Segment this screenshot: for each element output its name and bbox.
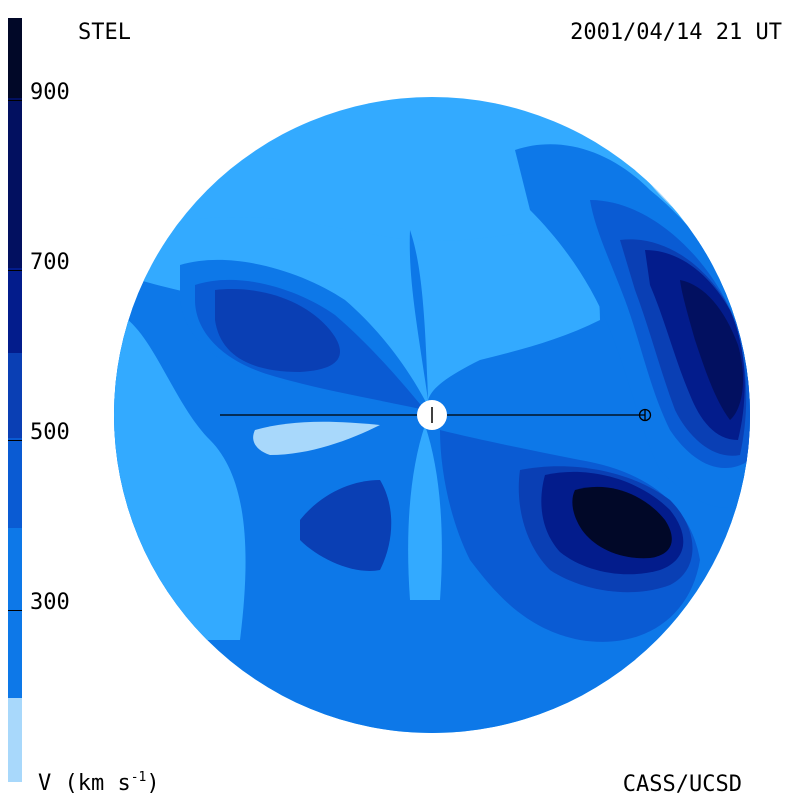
sun-icon (417, 400, 447, 430)
contour-lower-right-peak (572, 486, 672, 559)
velocity-colorbar (8, 18, 22, 782)
earth-icon (638, 408, 652, 422)
colorbar-band-3 (8, 268, 22, 353)
colorbar-label-300: 300 (30, 590, 70, 615)
contour-upper-left-core (215, 289, 340, 372)
colorbar-unit: V (km s-1) (38, 770, 160, 796)
contour-left-light-streamer (253, 421, 380, 455)
credit-label: CASS/UCSD (622, 772, 742, 797)
contour-north-streamer (409, 230, 428, 400)
colorbar-band-2 (8, 98, 22, 268)
colorbar-tick-700 (8, 270, 22, 271)
colorbar-label-700: 700 (30, 250, 70, 275)
contour-south-streamer (408, 425, 442, 600)
colorbar-label-900: 900 (30, 80, 70, 105)
colorbar-band-1 (8, 18, 22, 98)
timestamp: 2001/04/14 21 UT (570, 20, 782, 45)
colorbar-tick-500 (8, 440, 22, 441)
colorbar-tick-300 (8, 610, 22, 611)
velocity-contours (114, 144, 750, 733)
map-title: STEL (78, 20, 131, 45)
colorbar-tick-900 (8, 100, 22, 101)
colorbar-band-4 (8, 353, 22, 438)
colorbar-label-500: 500 (30, 420, 70, 445)
contour-lower-left-lobe (300, 480, 392, 571)
colorbar-band-6 (8, 528, 22, 698)
colorbar-band-5 (8, 438, 22, 528)
colorbar-band-7 (8, 698, 22, 782)
contour-right-peak (680, 280, 744, 420)
